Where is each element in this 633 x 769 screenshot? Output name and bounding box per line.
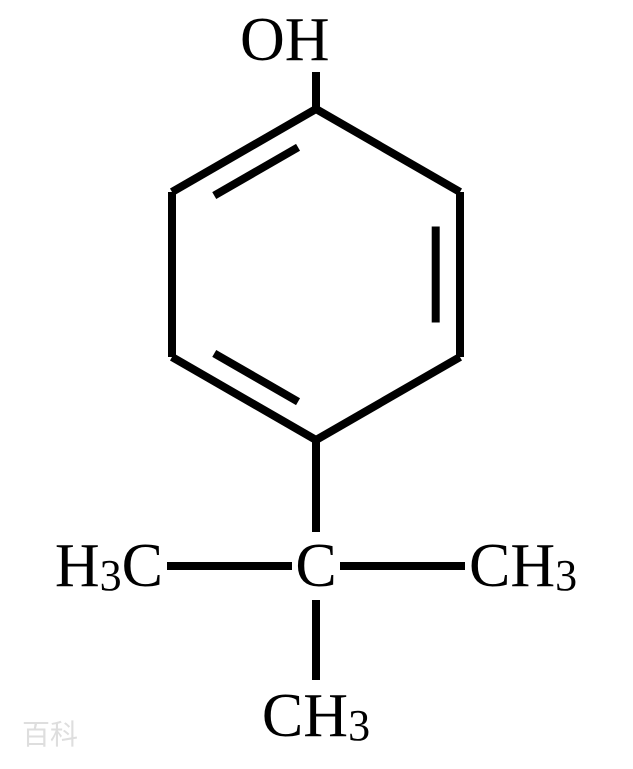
bond-ring — [316, 109, 460, 192]
label-ch3-right: CH3 — [469, 532, 577, 600]
label-h3c-left: H3C — [55, 532, 163, 600]
bond-ring-double — [214, 353, 298, 401]
label-oh: OH — [240, 6, 330, 74]
bond-ring — [316, 357, 460, 440]
molecule-diagram: OH C H3C CH3 CH3 百科 — [0, 0, 633, 769]
bond-ring-double — [214, 147, 298, 195]
label-ch3-bottom: CH3 — [262, 682, 370, 750]
watermark: 百科 — [22, 719, 78, 750]
label-c-center: C — [295, 532, 336, 600]
